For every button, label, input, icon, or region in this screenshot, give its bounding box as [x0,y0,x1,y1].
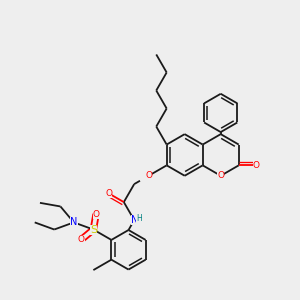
Text: O: O [145,171,152,180]
Text: O: O [78,235,85,244]
Text: O: O [105,189,112,198]
Text: O: O [93,210,100,219]
Text: N: N [130,215,138,225]
Text: O: O [217,171,224,180]
Text: S: S [90,224,97,235]
Text: N: N [70,218,77,227]
Text: H: H [136,214,142,223]
Text: O: O [253,161,260,170]
